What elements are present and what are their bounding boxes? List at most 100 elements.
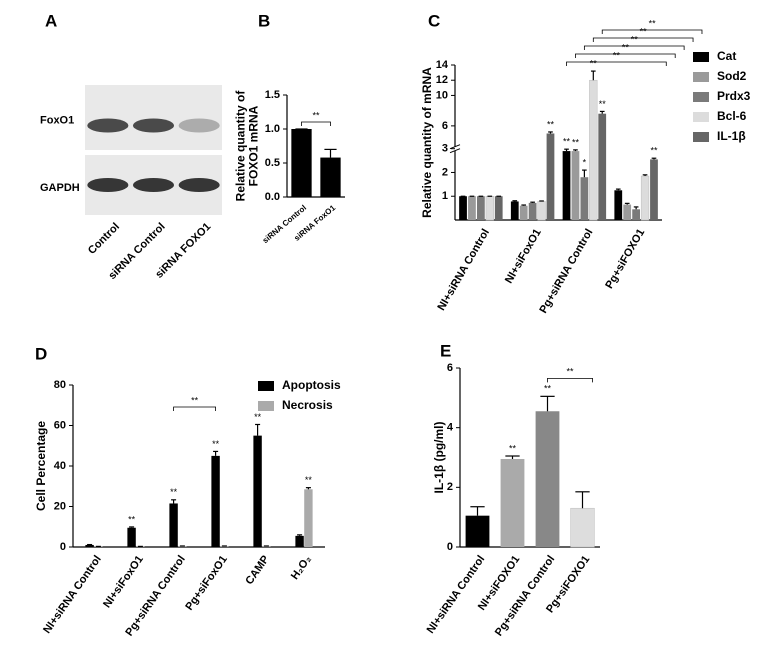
legend-swatch xyxy=(693,72,709,82)
legend-label: Necrosis xyxy=(282,398,333,412)
x-tick-label: Pg+siFOXO1 xyxy=(603,227,647,291)
y-tick-label: 0 xyxy=(447,541,453,553)
significance: ** xyxy=(650,146,658,156)
bar xyxy=(85,544,94,547)
panel-letter: A xyxy=(45,11,57,30)
bracket-label: ** xyxy=(566,367,574,377)
bar xyxy=(494,196,503,220)
y-tick-label: 14 xyxy=(436,59,449,71)
bar xyxy=(169,503,178,547)
bar xyxy=(476,196,485,220)
blot-panel xyxy=(85,85,222,150)
y-tick-label: 20 xyxy=(54,500,66,512)
bar xyxy=(295,535,304,547)
blot-band xyxy=(87,118,129,133)
significance: * xyxy=(583,157,587,167)
legend-label: Cat xyxy=(717,49,736,63)
blot-band xyxy=(87,178,129,192)
bracket-label: ** xyxy=(649,18,657,28)
blot-band xyxy=(132,118,175,133)
x-tick-label: NI+siFoxO1 xyxy=(503,227,544,286)
bracket-label: ** xyxy=(631,34,639,44)
y-tick-label: 10 xyxy=(436,89,448,101)
bar xyxy=(571,151,580,220)
significance: ** xyxy=(572,137,580,147)
blot-row-label: FoxO1 xyxy=(40,114,74,126)
y-tick-label: 0 xyxy=(60,541,66,553)
legend-label: IL-1β xyxy=(717,129,746,143)
bar xyxy=(528,202,537,220)
bar xyxy=(304,489,313,547)
y-tick-label: 2 xyxy=(447,481,453,493)
y-tick-label: 80 xyxy=(54,379,66,391)
significance: ** xyxy=(509,443,517,453)
significance: ** xyxy=(590,58,598,68)
bar xyxy=(650,159,658,220)
y-tick-label: 6 xyxy=(442,120,448,132)
bar xyxy=(127,527,136,547)
bar xyxy=(253,435,262,547)
blot-band xyxy=(178,178,220,192)
axis-break-mark xyxy=(449,148,461,154)
bar xyxy=(580,177,589,220)
blot-row-label: GAPDH xyxy=(40,182,80,194)
panel-letter: D xyxy=(35,344,47,363)
significance: ** xyxy=(128,514,136,524)
legend-label: Bcl-6 xyxy=(717,109,747,123)
legend-swatch xyxy=(693,132,709,142)
bar xyxy=(570,507,595,548)
panel-letter: B xyxy=(258,11,270,30)
bar xyxy=(211,455,220,547)
significance: ** xyxy=(544,384,552,394)
bracket xyxy=(583,45,685,50)
bracket-label: ** xyxy=(191,395,199,405)
bracket-label: ** xyxy=(640,26,648,36)
bar xyxy=(519,205,528,220)
bar xyxy=(598,113,607,220)
blot-band xyxy=(178,118,220,133)
significance: ** xyxy=(599,99,607,109)
panel-letter: E xyxy=(440,341,451,360)
legend-label: Prdx3 xyxy=(717,89,751,103)
x-tick-label: Pg+siRNA Control xyxy=(537,227,595,315)
bar xyxy=(614,190,623,220)
y-tick-label: 40 xyxy=(54,460,66,472)
bar xyxy=(291,129,312,197)
significance: ** xyxy=(547,119,555,129)
bracket xyxy=(575,53,676,58)
y-tick-label: 1 xyxy=(442,190,448,202)
bar xyxy=(546,133,555,220)
bracket xyxy=(301,121,331,126)
legend-swatch xyxy=(258,381,274,391)
significance: ** xyxy=(305,475,313,485)
y-tick-label: 1.0 xyxy=(265,123,280,135)
bracket xyxy=(592,37,694,42)
y-axis-label: FOXO1 mRNA xyxy=(247,105,261,186)
blot-band xyxy=(132,178,175,192)
x-tick-label: H₂O₂ xyxy=(289,553,314,581)
y-axis-label: Cell Percentage xyxy=(34,421,48,511)
x-tick-label: NI+siFoxO1 xyxy=(101,554,146,611)
bar xyxy=(465,515,490,547)
bar xyxy=(640,175,650,221)
bar xyxy=(537,201,546,221)
x-tick-label: NI+siRNA Control xyxy=(436,227,492,313)
y-tick-label: 4 xyxy=(447,422,454,434)
x-tick-label: NI+siRNA Control xyxy=(425,554,488,636)
y-tick-label: 3 xyxy=(442,143,448,155)
x-tick-label: Pg+siFoxO1 xyxy=(183,554,229,613)
bar xyxy=(500,458,525,547)
lane-label: Control xyxy=(86,221,122,257)
panel-letter: C xyxy=(428,11,440,30)
y-tick-label: 1.5 xyxy=(265,89,280,101)
bar xyxy=(562,151,571,220)
x-tick-label: CAMP xyxy=(243,554,271,587)
y-axis-label: Relative quantity of mRNA xyxy=(420,67,434,218)
significance: ** xyxy=(212,439,220,449)
bar xyxy=(468,196,476,220)
y-tick-label: 0.0 xyxy=(265,191,280,203)
y-tick-label: 60 xyxy=(54,419,66,431)
bracket-label: ** xyxy=(613,50,621,60)
bar xyxy=(535,411,560,547)
